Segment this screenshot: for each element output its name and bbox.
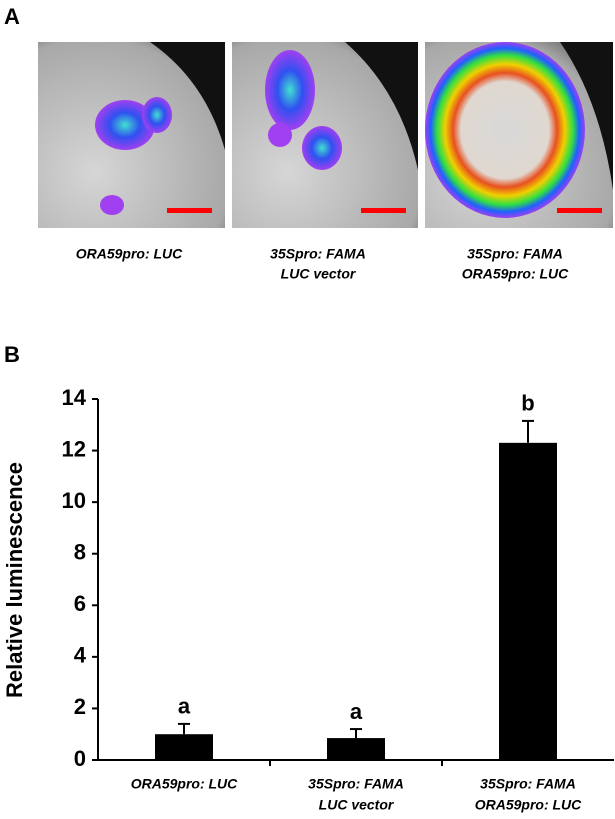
x-tick-label: 35Spro: FAMA — [480, 776, 576, 792]
y-tick-label: 6 — [74, 591, 86, 616]
image-3 — [425, 42, 613, 228]
image-caption: ORA59pro: LUC — [76, 246, 183, 262]
y-tick-label: 14 — [62, 385, 87, 410]
x-tick-label: ORA59pro: LUC — [131, 776, 238, 792]
x-tick-label: ORA59pro: LUC — [475, 797, 582, 813]
image-2 — [232, 42, 418, 228]
y-tick-label: 8 — [74, 540, 86, 565]
image-1 — [38, 42, 225, 228]
y-tick-label: 10 — [62, 488, 86, 513]
x-tick-label: LUC vector — [319, 797, 395, 813]
panel-label: A — [4, 4, 20, 29]
image-caption: LUC vector — [281, 266, 357, 282]
image-caption: 35Spro: FAMA — [270, 246, 366, 262]
bar — [155, 734, 213, 760]
significance-label: b — [521, 391, 534, 416]
panel-label: B — [4, 342, 20, 367]
x-tick-label: 35Spro: FAMA — [308, 776, 404, 792]
image-caption: 35Spro: FAMA — [467, 246, 563, 262]
y-tick-label: 0 — [74, 746, 86, 771]
significance-label: a — [350, 699, 363, 724]
bar — [327, 738, 385, 760]
image-caption: ORA59pro: LUC — [462, 266, 569, 282]
bar — [499, 442, 557, 760]
significance-label: a — [178, 694, 191, 719]
y-tick-label: 12 — [62, 436, 86, 461]
y-tick-label: 2 — [74, 694, 86, 719]
y-tick-label: 4 — [74, 643, 87, 668]
y-axis-title: Relative luminescence — [2, 462, 27, 698]
